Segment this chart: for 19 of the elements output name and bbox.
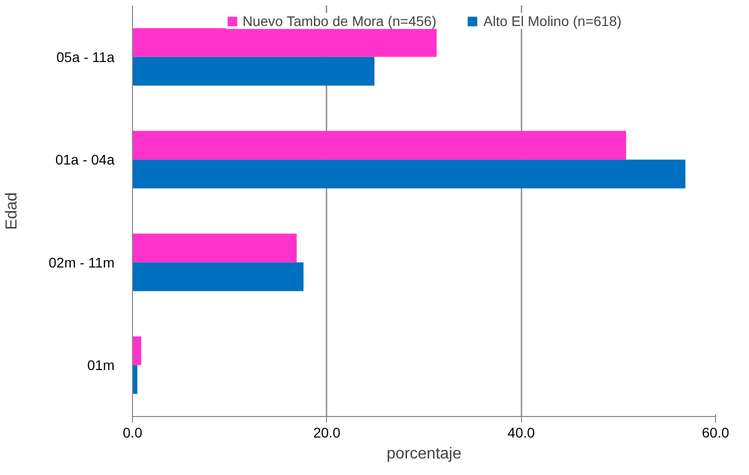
- y-tick-label: 01m: [87, 357, 114, 374]
- x-tick-label: 0.0: [122, 424, 142, 440]
- bar: [132, 160, 686, 188]
- y-axis-title: Edad: [4, 192, 21, 230]
- legend-label: Nuevo Tambo de Mora (n=456): [242, 13, 436, 29]
- x-axis-title: porcentaje: [386, 446, 462, 462]
- legend-label: Alto El Molino (n=618): [483, 13, 622, 29]
- x-tick-label: 40.0: [508, 424, 536, 440]
- bar: [132, 365, 138, 394]
- y-tick-label: 02m - 11m: [48, 254, 115, 270]
- bar: [132, 130, 626, 160]
- bar: [132, 234, 297, 262]
- y-tick-label: 01a - 04a: [55, 152, 115, 168]
- x-tick-label: 60.0: [702, 424, 730, 440]
- bar: [132, 56, 374, 86]
- bar: [132, 262, 304, 292]
- y-tick-label: 05a - 11a: [56, 48, 115, 65]
- x-tick-label: 20.0: [313, 424, 341, 440]
- bar: [132, 336, 142, 366]
